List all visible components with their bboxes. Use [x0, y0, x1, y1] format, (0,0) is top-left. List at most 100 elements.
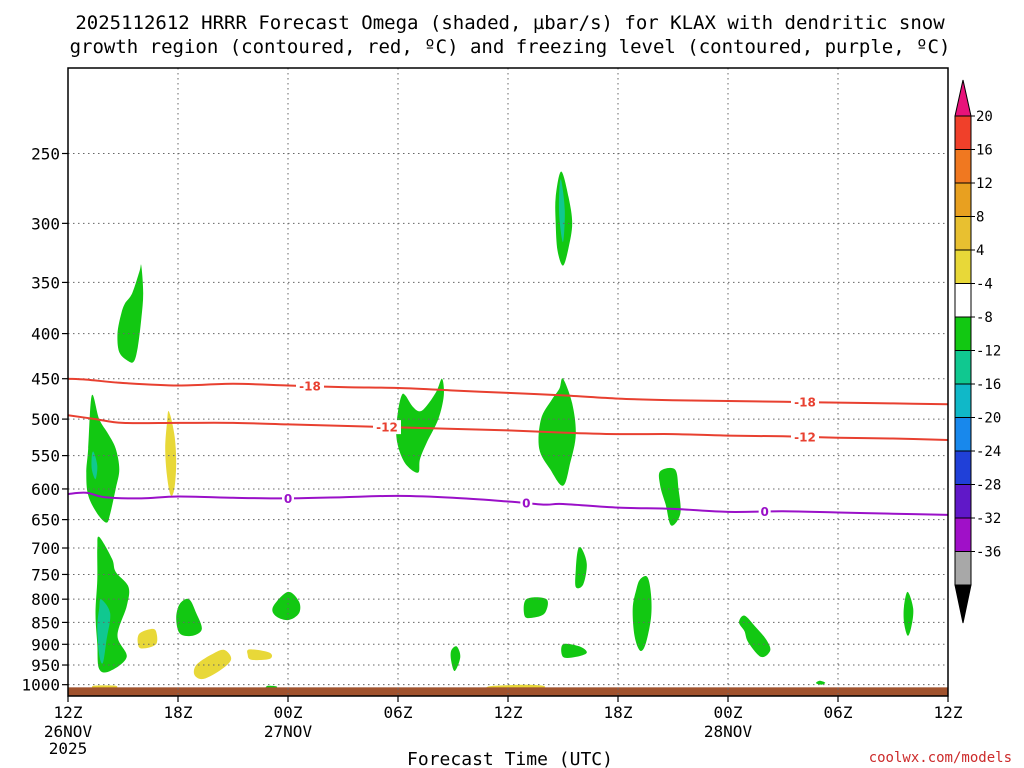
- y-tick-label-500: 500: [31, 410, 60, 429]
- omega-region--4-11: [523, 597, 548, 619]
- colorbar-swatch-2: [954, 182, 972, 217]
- y-tick-label-550: 550: [31, 447, 60, 466]
- colorbar-swatch-0: [954, 115, 972, 150]
- colorbar-label--32: -32: [976, 511, 1001, 527]
- y-tick-label-750: 750: [31, 565, 60, 584]
- colorbar-swatch-11: [954, 484, 972, 519]
- colorbar-label--24: -24: [976, 444, 1001, 460]
- contour-label-0: 0: [522, 497, 530, 511]
- colorbar-label--36: -36: [976, 545, 1001, 561]
- omega-region-4-24: [247, 649, 273, 661]
- omega-region--4-13: [561, 643, 587, 659]
- contour-label-bg: [282, 491, 294, 506]
- contour-label-bg: [758, 504, 771, 519]
- contour-label-0: 0: [760, 505, 768, 519]
- contour-label--12: -12: [376, 421, 398, 435]
- omega-region--4-16: [815, 680, 826, 685]
- y-tick-label-700: 700: [31, 539, 60, 558]
- x-tick-label-6: 18Z: [164, 703, 193, 722]
- omega-region-4-21: [165, 411, 177, 496]
- colorbar-swatch-12: [954, 517, 972, 552]
- y-tick-label-800: 800: [31, 590, 60, 609]
- colorbar-swatch-1: [954, 149, 972, 184]
- omega-region--4-8: [632, 576, 652, 652]
- omega-region--8-20: [558, 179, 565, 243]
- x-tick-label-42: 06Z: [824, 703, 853, 722]
- contour-line--12: [67, 414, 949, 441]
- colorbar-label-12: 12: [976, 176, 993, 192]
- colorbar-label-16: 16: [976, 143, 993, 159]
- colorbar-label-4: 4: [976, 243, 984, 259]
- ground-terrain: [68, 687, 948, 696]
- x-tick-label-36: 00Z: [714, 703, 743, 722]
- contour-label-0: 0: [284, 492, 292, 506]
- x-tick-date-0: 26NOV: [44, 722, 93, 741]
- omega-region--8-19: [97, 599, 111, 664]
- omega-region--4-4: [396, 378, 444, 473]
- y-tick-label-950: 950: [31, 656, 60, 675]
- colorbar-swatch-3: [954, 216, 972, 251]
- y-tick-label-600: 600: [31, 480, 60, 499]
- contour-label--18: -18: [299, 380, 321, 394]
- ground-layer: [68, 687, 948, 696]
- contour-layer: -18 -18 -12 -12 0 0 0: [67, 377, 949, 519]
- x-tick-label-48: 12Z: [934, 703, 963, 722]
- x-axis-label: Forecast Time (UTC): [407, 749, 613, 768]
- colorbar-label--12: -12: [976, 344, 1001, 360]
- contour-label-bg: [296, 379, 324, 394]
- y-tick-label-450: 450: [31, 370, 60, 389]
- chart-title-line-1: 2025112612 HRRR Forecast Omega (shaded, …: [75, 12, 945, 34]
- y-tick-label-650: 650: [31, 511, 60, 530]
- x-tick-date-36: 28NOV: [704, 722, 753, 741]
- colorbar-label--20: -20: [976, 411, 1001, 427]
- y-tick-label-300: 300: [31, 214, 60, 233]
- contour-label-bg: [791, 429, 819, 444]
- omega-region-4-23: [193, 649, 232, 680]
- omega-region--4-15: [903, 591, 914, 636]
- contour-label-bg: [520, 496, 533, 511]
- contour-label-bg: [373, 420, 401, 435]
- colorbar-swatch-13: [954, 551, 972, 586]
- contour-label--18: -18: [794, 396, 816, 410]
- y-tick-label-900: 900: [31, 635, 60, 654]
- x-tick-label-18: 06Z: [384, 703, 413, 722]
- colorbar-label-8: 8: [976, 210, 984, 226]
- omega-region--4-0: [86, 394, 120, 523]
- x-tick-label-30: 18Z: [604, 703, 633, 722]
- omega-region--4-6: [658, 467, 681, 526]
- y-tick-label-250: 250: [31, 144, 60, 163]
- x-tick-label-12: 00Z: [274, 703, 303, 722]
- colorbar-swatch-4: [954, 249, 972, 284]
- contour-line-0: [67, 491, 949, 516]
- colorbar-swatch-5: [954, 283, 972, 318]
- colorbar-label--4: -4: [976, 277, 993, 293]
- y-tick-label-1000: 1000: [21, 676, 60, 695]
- colorbar: 20 16 12 8 4 -4 -8 -12 -16 -20 -24 -28 -32 -36: [954, 79, 1001, 624]
- omega-region--4-7: [575, 546, 587, 589]
- contour-label-bg: [791, 395, 819, 410]
- colorbar-label--28: -28: [976, 478, 1001, 494]
- contour-label--12: -12: [794, 430, 816, 444]
- y-axis: 250 300 350 400 450 500 550 600 650 700 750 800 850 9…: [21, 144, 68, 695]
- x-tick-date-12: 27NOV: [264, 722, 313, 741]
- x-tick-label-0: 12Z: [54, 703, 83, 722]
- y-tick-label-400: 400: [31, 325, 60, 344]
- colorbar-swatch-8: [954, 383, 972, 418]
- omega-region--4-12: [739, 615, 771, 658]
- colorbar-label-20: 20: [976, 109, 993, 125]
- y-tick-label-350: 350: [31, 273, 60, 292]
- colorbar-label--16: -16: [976, 377, 1001, 393]
- colorbar-swatch-6: [954, 316, 972, 351]
- colorbar-bottom-arrow: [954, 584, 972, 624]
- omega-region--8-18: [91, 451, 98, 480]
- x-tick-label-24: 12Z: [494, 703, 523, 722]
- credit-text: coolwx.com/models: [869, 750, 1012, 766]
- chart-title-line-2: growth region (contoured, red, ºC) and f…: [70, 36, 951, 58]
- grid-lines: [67, 68, 949, 696]
- omega-shading-layer: [86, 171, 914, 690]
- colorbar-label--8: -8: [976, 310, 993, 326]
- omega-region--4-2: [117, 264, 144, 363]
- colorbar-swatch-7: [954, 350, 972, 385]
